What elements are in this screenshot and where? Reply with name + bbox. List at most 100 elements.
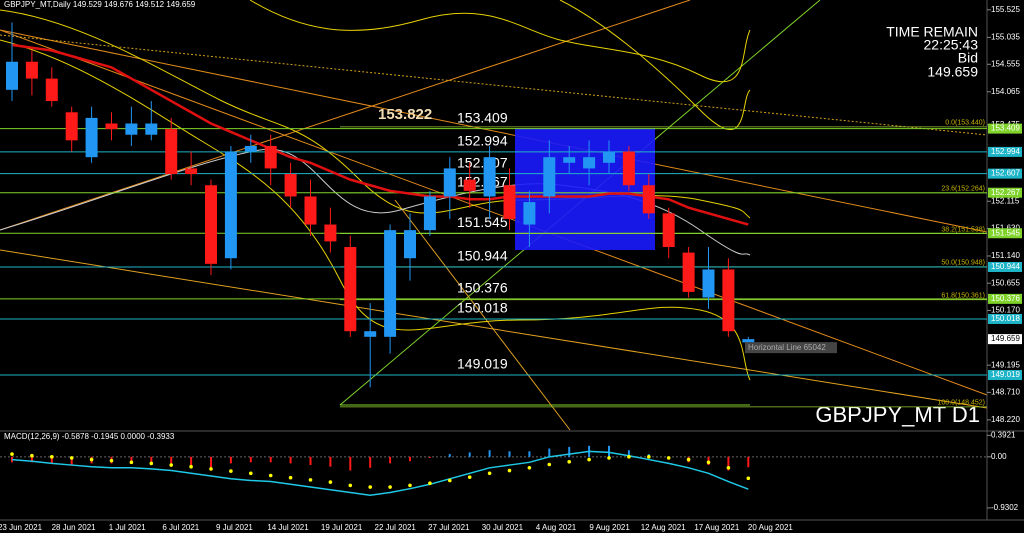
- trendline: [0, 34, 988, 136]
- candle-body: [45, 78, 58, 102]
- line-label: 149.019: [457, 356, 508, 372]
- candle-body: [702, 269, 715, 298]
- macd-line: [11, 450, 749, 497]
- axis-box-label: 149.019: [991, 370, 1020, 379]
- candle-body: [563, 157, 576, 163]
- y-tick-label: -0.9302: [991, 503, 1019, 512]
- y-tick-label: 149.195: [991, 360, 1020, 369]
- signal-dot: [467, 475, 472, 479]
- signal-dot: [69, 456, 74, 460]
- y-tick-label: 155.525: [991, 5, 1020, 14]
- candle-body: [662, 213, 675, 247]
- candle-body: [264, 145, 277, 169]
- signal-dot: [408, 483, 412, 488]
- signal-dot: [428, 481, 432, 485]
- candle-body: [65, 112, 78, 141]
- trendline: [0, 29, 988, 396]
- line-label: 150.944: [457, 248, 508, 264]
- candle-body: [304, 196, 317, 225]
- trendlines: [0, 0, 988, 431]
- candle-body: [742, 339, 755, 343]
- y-tick-label: 154.065: [991, 87, 1020, 96]
- signal-dot: [50, 455, 54, 459]
- x-tick-label: 6 Jul 2021: [162, 523, 199, 532]
- candle-body: [622, 151, 635, 186]
- line-label-box: [745, 342, 837, 354]
- candle-body: [364, 331, 377, 337]
- signal-dot: [129, 460, 134, 465]
- candle-body: [324, 224, 337, 242]
- signal-dot: [30, 453, 34, 458]
- signal-dot: [109, 458, 114, 463]
- line-label: 150.376: [457, 280, 508, 296]
- fib-label: 61.8(150.361): [941, 293, 985, 300]
- signal-dot: [448, 478, 452, 483]
- signal-dot: [249, 471, 253, 476]
- signal-dot: [686, 457, 691, 462]
- y-tick-label: 151.630: [991, 224, 1020, 233]
- x-tick-label: 4 Aug 2021: [536, 523, 577, 532]
- axis-box: [988, 261, 1022, 272]
- fib-label: 100.0(148.452): [938, 400, 985, 407]
- band: [559, 0, 751, 131]
- axis-box-label: 150.018: [991, 314, 1020, 323]
- candle-body: [722, 269, 735, 332]
- signal-dot: [627, 455, 631, 459]
- axis-box-label: 152.607: [991, 169, 1020, 178]
- signal-dot: [288, 475, 293, 480]
- candle-body: [25, 61, 38, 79]
- axis-box-label: 150.376: [991, 294, 1020, 303]
- y-tick-label: 152.115: [991, 196, 1020, 205]
- signal-dot: [368, 485, 373, 489]
- axis-box-label: 151.545: [991, 228, 1020, 237]
- x-tick-label: 30 Jul 2021: [482, 523, 524, 532]
- line-label: Horizontal Line 65042: [748, 343, 826, 352]
- signal-dot: [507, 468, 512, 473]
- candle-body: [6, 61, 18, 90]
- watermark: GBPJPY_MT D1: [815, 402, 980, 427]
- signal-dot: [348, 483, 353, 488]
- line-label: 152.994: [457, 133, 508, 149]
- candle-body: [443, 168, 456, 197]
- x-tick-label: 27 Jul 2021: [428, 523, 470, 532]
- signal-dot: [209, 467, 213, 471]
- signal-dot: [268, 473, 273, 478]
- bid-box: [988, 334, 1022, 345]
- axis-box: [988, 168, 1022, 179]
- x-tick-label: 19 Jul 2021: [321, 523, 363, 532]
- axis-box: [988, 123, 1022, 134]
- candle-body: [483, 157, 496, 197]
- x-tick-label: 9 Aug 2021: [589, 523, 630, 532]
- macd-title: MACD(12,26,9) -0.5878 -0.1945 0.0000 -0.…: [4, 432, 175, 441]
- candle-body: [165, 129, 178, 175]
- axis-box-label: 152.994: [991, 147, 1020, 156]
- axis-box-label: 152.267: [991, 188, 1020, 197]
- axis-box: [988, 146, 1022, 157]
- line-label: 151.545: [457, 214, 508, 230]
- signal-dot: [587, 457, 591, 462]
- x-tick-label: 12 Aug 2021: [641, 523, 686, 532]
- line-label: 150.018: [457, 300, 508, 316]
- signal-dot: [388, 485, 392, 489]
- candle-body: [244, 145, 257, 152]
- band: [0, 39, 751, 381]
- candle-body: [384, 230, 397, 337]
- candle-body: [125, 123, 138, 135]
- peak-label: 153.822: [378, 106, 432, 123]
- candle-body: [583, 157, 596, 169]
- candle-body: [463, 179, 476, 191]
- candle-body: [642, 185, 655, 214]
- signal-dot: [647, 455, 651, 459]
- candle-body: [682, 252, 695, 292]
- trendline: [394, 199, 571, 431]
- info: TIME REMAIN: [886, 24, 978, 40]
- signal-dot: [149, 461, 154, 466]
- x-tick-label: 9 Jul 2021: [216, 523, 253, 532]
- signal-dot: [10, 452, 14, 456]
- candle-body: [523, 202, 536, 225]
- x-tick-label: 28 Jun 2021: [52, 523, 97, 532]
- signal-dot: [189, 464, 193, 469]
- signal-dot: [308, 478, 313, 482]
- candle-body: [85, 117, 98, 158]
